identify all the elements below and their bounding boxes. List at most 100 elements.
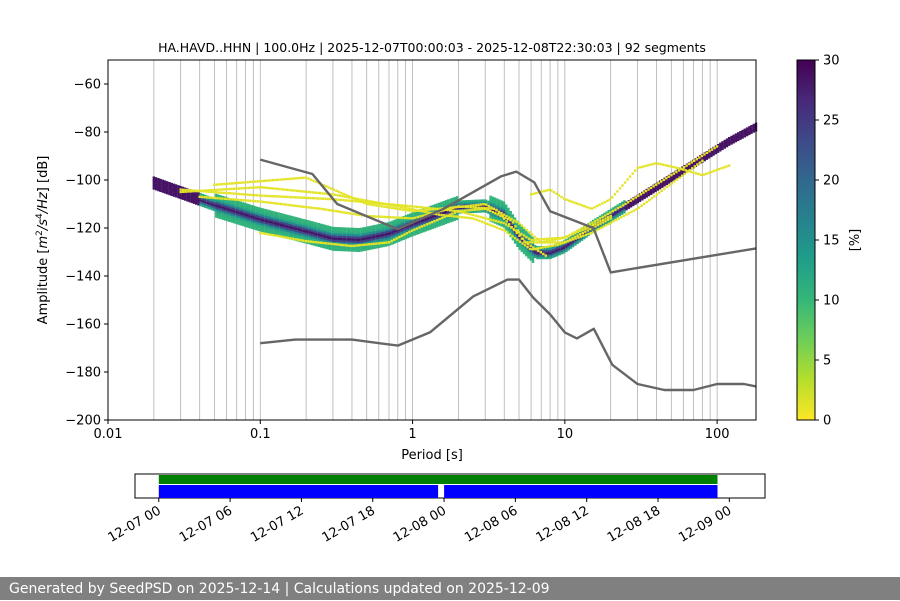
density-cell: [538, 252, 541, 255]
density-cell: [631, 172, 634, 175]
density-cell: [241, 204, 245, 207]
density-cell: [542, 248, 546, 251]
density-cell: [270, 212, 274, 216]
density-cell: [603, 212, 606, 216]
density-cell: [493, 217, 497, 220]
density-cell: [308, 233, 312, 236]
density-cell: [279, 213, 283, 216]
density-cell: [665, 177, 668, 180]
density-cell: [210, 201, 213, 204]
density-cell: [578, 240, 581, 243]
density-cell: [545, 256, 548, 260]
density-cell: [491, 213, 494, 217]
density-cell: [253, 207, 256, 211]
density-cell: [240, 193, 243, 196]
density-cell: [159, 187, 162, 190]
density-cell: [384, 224, 387, 228]
density-cell: [343, 211, 346, 214]
density-cell: [353, 249, 356, 252]
density-cell: [690, 161, 693, 164]
density-cell: [473, 199, 477, 203]
density-cell: [380, 225, 383, 229]
density-cell: [538, 248, 541, 251]
density-cell: [573, 201, 576, 204]
density-cell: [317, 231, 321, 235]
density-cell: [442, 205, 445, 208]
density-cell: [525, 238, 528, 242]
density-cell: [493, 206, 497, 209]
density-cell: [614, 210, 617, 213]
density-cell: [529, 236, 532, 240]
density-cell: [580, 204, 584, 207]
density-cell: [197, 203, 200, 206]
density-cell: [569, 242, 573, 245]
density-cell: [496, 205, 499, 208]
density-cell: [424, 220, 428, 223]
density-cell: [420, 222, 423, 225]
density-cell: [395, 229, 399, 232]
density-cell: [452, 206, 455, 209]
density-cell: [516, 244, 519, 247]
reference-curve: [260, 278, 757, 392]
density-cell: [377, 224, 381, 227]
density-cell: [403, 204, 406, 207]
density-cell: [437, 213, 441, 216]
density-cell: [547, 188, 550, 192]
density-cell: [535, 237, 539, 240]
density-cell: [594, 227, 597, 230]
density-cell: [427, 226, 430, 229]
density-cell: [235, 206, 238, 209]
density-cell: [415, 227, 419, 230]
density-cell: [571, 244, 575, 248]
density-cell: [672, 176, 675, 179]
density-cell: [157, 178, 160, 181]
density-cell: [474, 214, 477, 217]
density-cell: [532, 246, 535, 249]
density-cell: [646, 164, 650, 167]
density-cell: [539, 251, 542, 254]
density-cell: [435, 203, 439, 206]
density-cell: [304, 234, 307, 237]
density-cell: [250, 207, 254, 210]
density-cell: [490, 207, 493, 210]
density-cell: [351, 240, 354, 243]
density-cell: [297, 217, 300, 221]
density-cell: [168, 190, 171, 193]
density-cell: [215, 211, 218, 214]
density-cell: [606, 218, 610, 221]
density-cell: [498, 223, 501, 226]
density-cell: [327, 242, 330, 245]
density-cell: [379, 202, 382, 205]
density-cell: [277, 227, 280, 230]
density-cell: [489, 212, 492, 216]
density-cell: [259, 227, 263, 230]
density-cell: [268, 227, 271, 230]
density-cell: [672, 174, 675, 177]
density-cell: [442, 203, 445, 206]
density-cell: [255, 208, 258, 211]
density-cell: [168, 186, 171, 189]
density-cell: [657, 181, 660, 185]
density-cell: [163, 186, 167, 190]
density-cell: [335, 235, 338, 238]
density-cell: [225, 188, 228, 191]
density-cell: [172, 192, 176, 195]
density-cell: [273, 187, 276, 190]
density-cell: [268, 225, 271, 228]
density-cell: [161, 186, 164, 189]
density-cell: [208, 204, 211, 208]
density-cell: [639, 166, 642, 169]
density-cell: [511, 221, 515, 224]
density-cell: [273, 195, 276, 198]
density-cell: [186, 194, 189, 198]
density-cell: [371, 229, 374, 233]
density-cell: [654, 183, 658, 186]
density-cell: [239, 203, 242, 206]
density-cell: [643, 194, 646, 197]
density-cell: [366, 241, 370, 244]
density-cell: [275, 222, 278, 225]
density-cell: [610, 221, 613, 224]
density-cell: [197, 200, 200, 204]
density-cell: [322, 184, 325, 187]
density-cell: [174, 184, 178, 187]
